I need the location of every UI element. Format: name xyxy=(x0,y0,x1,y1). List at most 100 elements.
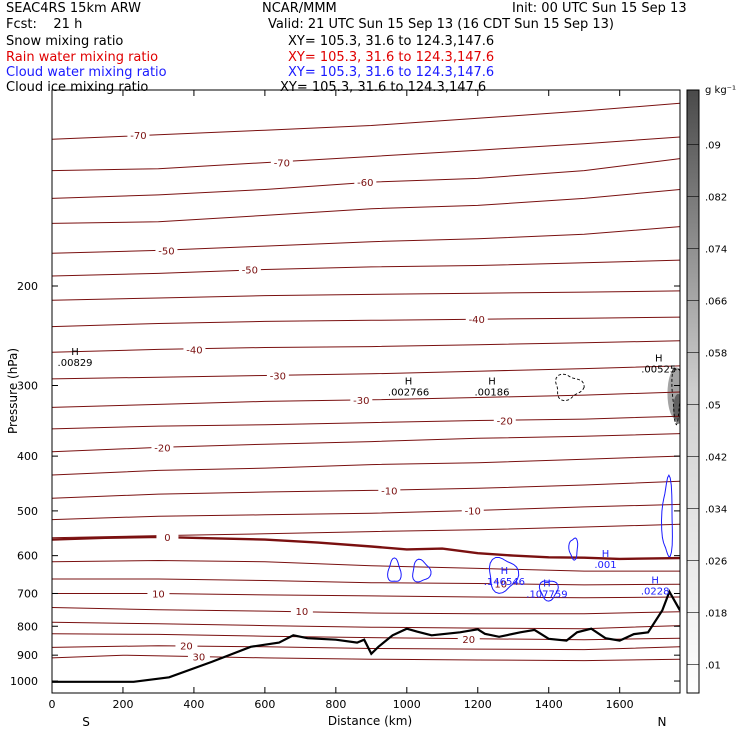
isotherm-label-10: -30 xyxy=(353,396,369,407)
colorbar-label-0: .01 xyxy=(705,660,721,671)
right-endpoint-label: N xyxy=(658,715,667,729)
terrain-profile xyxy=(52,589,680,683)
y-tick-label-1: 900 xyxy=(17,649,38,662)
field-xy-cloud-water: XY= 105.3, 31.6 to 124.3,147.6 xyxy=(288,65,495,80)
maximum-value-1: .002766 xyxy=(388,388,429,399)
field-xy-cloud-ice: XY= 105.3, 31.6 to 124.3,147.6 xyxy=(280,80,487,95)
snow-contour-0 xyxy=(555,373,585,402)
snow-contour-1 xyxy=(671,367,680,426)
colorbar-label-9: .082 xyxy=(705,193,727,204)
x-tick-label-0: 0 xyxy=(49,698,56,711)
isotherm-14 xyxy=(52,480,680,499)
isotherm-label-bg-7 xyxy=(465,314,488,326)
isotherm-23 xyxy=(52,633,680,641)
isotherm-18 xyxy=(52,559,680,572)
isotherm-label-1: -70 xyxy=(274,159,290,170)
left-endpoint-label: S xyxy=(82,715,90,729)
colorbar: .01 .018 .026 .034 .042 .05 .058 .066 .074 .082 .0… xyxy=(686,89,727,694)
colorbar-label-4: .042 xyxy=(705,452,727,463)
colorbar-label-1: .018 xyxy=(705,608,727,619)
isotherm-24 xyxy=(52,645,680,651)
center-label: NCAR/MMM xyxy=(262,1,337,16)
cloud-water-contour-3 xyxy=(538,580,559,602)
cloud-water-contours xyxy=(387,474,673,602)
isotherm-4 xyxy=(52,226,680,254)
axes: 0 200 400 600 800 1000 1200 1400 160010009008007… xyxy=(10,89,681,711)
isotherm-label-19: 10 xyxy=(494,579,507,590)
x-tick-label-2: 400 xyxy=(183,698,204,711)
plot-frame xyxy=(51,89,681,694)
isotherm-label-bg-14 xyxy=(378,485,401,497)
cloud-water-contour-1 xyxy=(412,558,432,583)
isotherm-label-bg-9 xyxy=(266,370,289,382)
isotherm-15 xyxy=(52,503,680,521)
isotherm-label-5: -50 xyxy=(242,265,258,276)
maximum-marker-6: H xyxy=(602,549,610,560)
isotherm-label-bg-10 xyxy=(350,394,373,406)
field-xy-snow: XY= 105.3, 31.6 to 124.3,147.6 xyxy=(288,34,495,49)
isotherm-17 xyxy=(52,535,680,561)
isotherm-0 xyxy=(52,102,680,140)
x-tick-label-6: 1200 xyxy=(464,698,492,711)
isotherm-25 xyxy=(52,654,680,662)
isotherm-label-bg-21 xyxy=(290,606,313,618)
isotherm-22 xyxy=(52,621,680,630)
isotherm-label-24: 20 xyxy=(180,642,193,653)
isotherm-label-bg-24 xyxy=(175,640,198,652)
colorbar-label-7: .066 xyxy=(705,297,727,308)
isotherm-11 xyxy=(52,415,680,430)
isotherm-label-12: -20 xyxy=(154,443,170,454)
isotherm-label-0: -70 xyxy=(130,131,146,142)
y-tick-label-3: 700 xyxy=(17,587,38,600)
maximum-value-6: .001 xyxy=(594,560,616,571)
x-tick-label-4: 800 xyxy=(325,698,346,711)
isotherm-label-bg-17 xyxy=(156,531,179,543)
colorbar-label-3: .034 xyxy=(705,504,727,515)
isotherm-6 xyxy=(52,290,680,301)
isotherm-label-bg-15 xyxy=(461,505,484,517)
colorbar-unit-label: g kg⁻¹ xyxy=(705,85,736,96)
maximum-value-7: .0228 xyxy=(641,586,670,597)
maximum-value-3: .00525 xyxy=(641,364,676,375)
maximum-value-2: .00186 xyxy=(474,388,509,399)
forecast-hour-label: Fcst: 21 h xyxy=(6,17,83,32)
cloud-water-contour-5 xyxy=(660,474,673,558)
isotherm-label-bg-25 xyxy=(187,651,210,663)
isotherm-9 xyxy=(52,365,680,380)
model-label: SEAC4RS 15km ARW xyxy=(6,1,142,16)
valid-time-label: Valid: 21 UTC Sun 15 Sep 13 (16 CDT Sun … xyxy=(268,17,614,32)
y-tick-label-0: 1000 xyxy=(10,675,38,688)
maximum-marker-5: H xyxy=(543,579,551,590)
isotherm-20 xyxy=(52,593,680,599)
snow-contours xyxy=(555,367,680,426)
isotherm-label-bg-0 xyxy=(127,129,150,141)
init-label: Init: 00 UTC Sun 15 Sep 13 xyxy=(512,1,687,16)
y-axis-label: Pressure (hPa) xyxy=(6,348,20,434)
isotherm-5 xyxy=(52,259,680,277)
isotherm-label-bg-11 xyxy=(493,415,516,427)
isotherm-label-bg-23 xyxy=(457,633,480,645)
colorbar-label-10: .09 xyxy=(705,141,721,152)
maximum-marker-1: H xyxy=(405,377,413,388)
isotherm-label-4: -50 xyxy=(158,246,174,257)
isotherm-label-bg-19 xyxy=(489,578,512,590)
isotherm-13 xyxy=(52,455,680,476)
isotherm-label-9: -30 xyxy=(270,371,286,382)
x-tick-label-5: 1000 xyxy=(393,698,421,711)
field-name-cloud-water: Cloud water mixing ratio xyxy=(6,65,167,80)
isotherm-label-7: -40 xyxy=(469,315,485,326)
isotherm-12 xyxy=(52,433,680,453)
isotherm-1 xyxy=(52,136,680,172)
maximum-marker-2: H xyxy=(488,377,496,388)
isotherm-label-bg-1 xyxy=(270,157,293,169)
y-tick-label-4: 600 xyxy=(17,550,38,563)
maximum-marker-3: H xyxy=(655,353,663,364)
isotherm-label-21: 10 xyxy=(296,607,309,618)
isotherm-21 xyxy=(52,607,680,615)
isotherm-label-25: 30 xyxy=(193,653,206,664)
cloud-ice-shading xyxy=(667,367,680,424)
x-tick-label-7: 1400 xyxy=(535,698,563,711)
isotherm-label-bg-2 xyxy=(354,177,377,189)
